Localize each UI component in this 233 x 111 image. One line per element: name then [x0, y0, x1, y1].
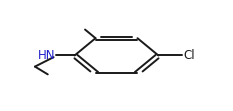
- Text: HN: HN: [38, 49, 55, 62]
- Text: Cl: Cl: [183, 49, 195, 62]
